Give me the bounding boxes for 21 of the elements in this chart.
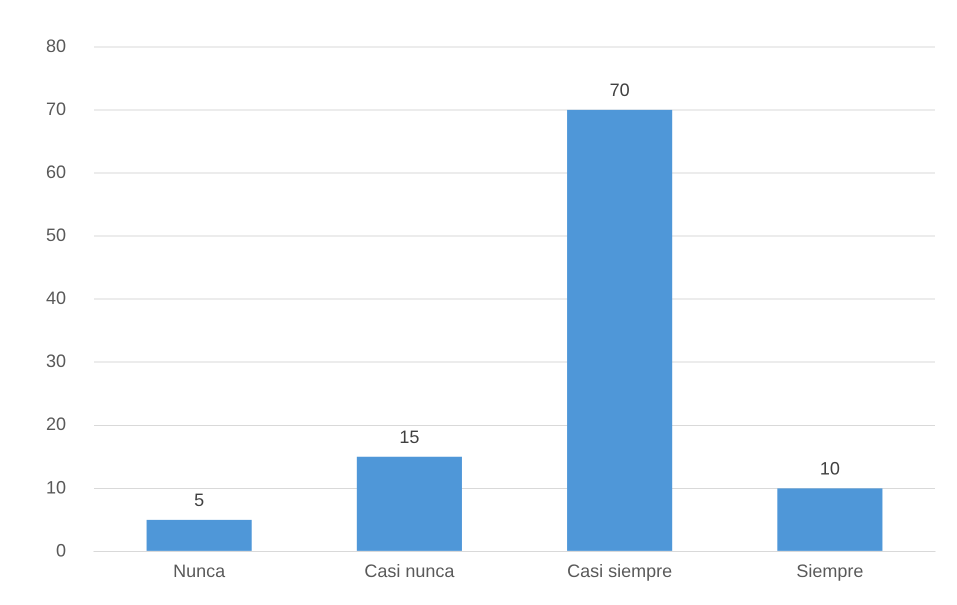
y-tick-label: 60 <box>46 162 66 182</box>
y-tick-label: 70 <box>46 98 66 119</box>
x-tick-label: Siempre <box>796 561 864 582</box>
y-tick-label: 20 <box>46 414 66 434</box>
x-tick-label: Casi siempre <box>567 561 672 582</box>
y-tick-label: 80 <box>46 36 66 56</box>
data-label: 10 <box>820 458 840 478</box>
bar <box>777 488 882 551</box>
x-tick-label: Casi nunca <box>364 561 456 582</box>
data-label: 70 <box>610 80 630 100</box>
data-label: 15 <box>399 426 420 447</box>
y-tick-label: 40 <box>46 288 66 308</box>
bar <box>356 456 462 551</box>
bar <box>567 110 672 551</box>
data-label: 5 <box>194 490 204 510</box>
x-tick-label: Nunca <box>173 561 226 582</box>
bar <box>146 520 252 551</box>
y-tick-label: 0 <box>56 540 66 560</box>
y-tick-label: 10 <box>46 477 66 498</box>
y-tick-label: 30 <box>46 351 66 372</box>
y-tick-label: 50 <box>46 224 66 245</box>
